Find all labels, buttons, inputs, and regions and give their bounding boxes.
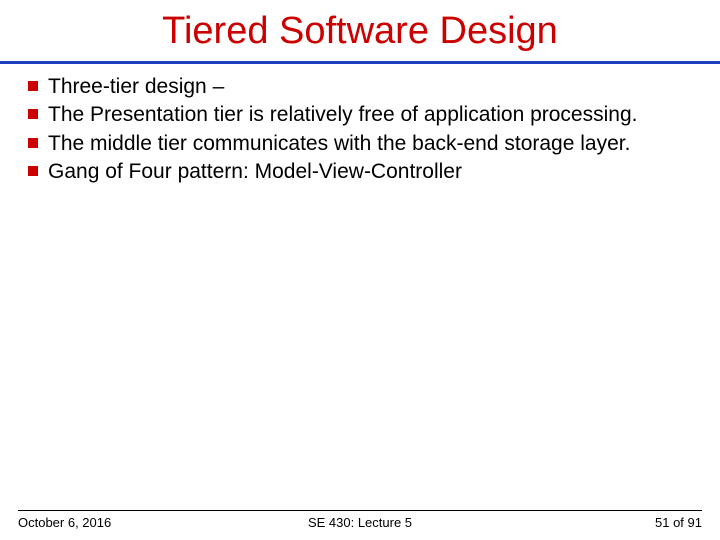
bullet-item: The middle tier communicates with the ba… — [28, 131, 692, 157]
page-total: 91 — [688, 515, 702, 530]
square-bullet-icon — [28, 81, 38, 91]
bullet-item: Three-tier design – — [28, 74, 692, 100]
page-sep: of — [669, 515, 687, 530]
footer-rule — [18, 510, 702, 511]
bullet-text: The middle tier communicates with the ba… — [48, 131, 692, 157]
footer-date: October 6, 2016 — [18, 515, 111, 530]
bullet-list: Three-tier design –The Presentation tier… — [28, 74, 692, 185]
bullet-text: Gang of Four pattern: Model-View-Control… — [48, 159, 692, 185]
slide-footer: October 6, 2016 SE 430: Lecture 5 51 of … — [0, 510, 720, 530]
footer-center: SE 430: Lecture 5 — [308, 515, 412, 530]
slide-title: Tiered Software Design — [0, 0, 720, 59]
page-current: 51 — [655, 515, 669, 530]
footer-row: October 6, 2016 SE 430: Lecture 5 51 of … — [18, 515, 702, 530]
slide-body: Three-tier design –The Presentation tier… — [0, 64, 720, 185]
bullet-item: Gang of Four pattern: Model-View-Control… — [28, 159, 692, 185]
square-bullet-icon — [28, 166, 38, 176]
slide: Tiered Software Design Three-tier design… — [0, 0, 720, 540]
bullet-text: The Presentation tier is relatively free… — [48, 102, 692, 128]
square-bullet-icon — [28, 138, 38, 148]
bullet-text: Three-tier design – — [48, 74, 692, 100]
square-bullet-icon — [28, 109, 38, 119]
footer-page: 51 of 91 — [655, 515, 702, 530]
bullet-item: The Presentation tier is relatively free… — [28, 102, 692, 128]
